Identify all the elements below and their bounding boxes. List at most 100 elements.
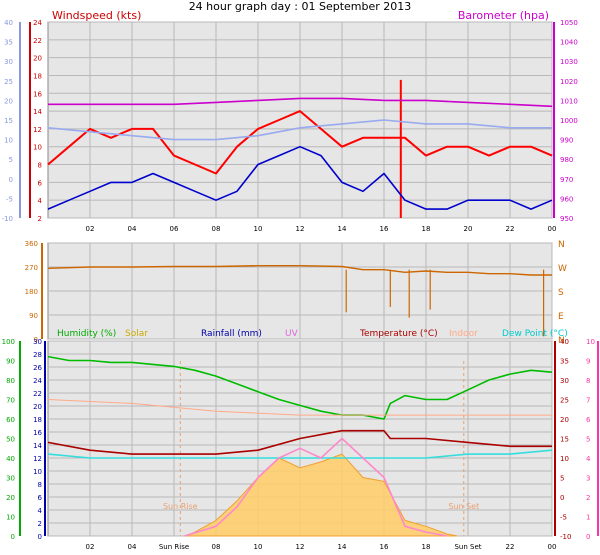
uv-tick-label: 7: [586, 397, 590, 405]
humidity-tick-label: 60: [6, 416, 15, 424]
rainfall-tick-label: 28: [33, 351, 42, 359]
humidity-tick-label: 40: [6, 455, 15, 463]
barometer-tick-label: 960: [560, 195, 573, 203]
compass-label: E: [558, 312, 564, 322]
environment-x-tick-label: 00: [548, 543, 557, 551]
humidity-tick-label: 70: [6, 397, 15, 405]
sun-event-label: Sun Set: [448, 502, 479, 511]
rainfall-tick-label: 30: [33, 338, 42, 346]
far-left-tick-label: 0: [9, 176, 13, 184]
rainfall-tick-label: 2: [38, 520, 42, 528]
windspeed-tick-label: 2: [38, 215, 42, 223]
windspeed-tick-label: 4: [38, 197, 43, 205]
environment-x-tick-label: 12: [296, 543, 305, 551]
series-line: [48, 97, 553, 108]
legend-entry: Rainfall (mm): [201, 329, 262, 339]
far-left-tick-label: 15: [4, 117, 13, 125]
page-title: 24 hour graph day : 01 September 2013: [189, 0, 412, 13]
wind-x-tick-label: 02: [86, 225, 95, 233]
legend-entry: UV: [285, 329, 299, 339]
legend-entry: Indoor: [449, 329, 478, 339]
humidity-tick-label: 30: [6, 475, 15, 483]
environment-x-tick-label: Sun Rise: [159, 543, 189, 551]
temperature-tick-label: 10: [560, 455, 569, 463]
rainfall-tick-label: 18: [33, 416, 42, 424]
series-line: [47, 355, 553, 420]
rainfall-tick-label: 24: [33, 377, 42, 385]
legend-entry: Humidity (%): [57, 329, 116, 339]
temperature-tick-label: 35: [560, 358, 569, 366]
compass-label: S: [558, 288, 564, 298]
barometer-title: Barometer (hpa): [458, 9, 549, 22]
windspeed-tick-label: 10: [33, 144, 42, 152]
humidity-tick-label: 80: [6, 377, 15, 385]
series-line: [47, 145, 553, 210]
uv-tick-label: 6: [586, 416, 591, 424]
sun-event-label: Sun Rise: [163, 502, 198, 511]
windspeed-tick-label: 22: [33, 37, 42, 45]
windspeed-tick-label: 18: [33, 72, 42, 80]
uv-tick-label: 4: [586, 455, 591, 463]
series-line: [47, 449, 553, 459]
humidity-tick-label: 10: [6, 514, 15, 522]
barometer-tick-label: 1010: [560, 97, 578, 105]
uv-tick-label: 1: [586, 514, 590, 522]
far-left-tick-label: 35: [4, 39, 13, 47]
rainfall-tick-label: 4: [38, 507, 43, 515]
windspeed-tick-label: 20: [33, 55, 42, 63]
rainfall-tick-label: 20: [33, 403, 42, 411]
environment-x-tick-label: 04: [128, 543, 137, 551]
legend-entry: Solar: [125, 329, 148, 339]
windspeed-title: Windspeed (kts): [52, 9, 141, 22]
series-line: [47, 119, 552, 141]
far-left-tick-label: 30: [4, 58, 13, 66]
far-left-tick-label: 20: [4, 97, 13, 105]
temperature-tick-label: 30: [560, 377, 569, 385]
temperature-tick-label: 40: [560, 338, 569, 346]
wind-x-tick-label: 10: [254, 225, 263, 233]
environment-x-tick-label: 18: [422, 543, 431, 551]
rainfall-tick-label: 14: [33, 442, 42, 450]
windspeed-tick-label: 6: [38, 179, 43, 187]
direction-tick-label: 0: [34, 336, 38, 344]
barometer-tick-label: 1040: [560, 39, 578, 47]
legend-entry: Temperature (°C): [359, 329, 438, 339]
direction-tick-label: 180: [25, 288, 38, 296]
wind-x-tick-label: 14: [338, 225, 347, 233]
wind-x-tick-label: 22: [506, 225, 515, 233]
wind-x-tick-label: 08: [212, 225, 221, 233]
uv-tick-label: 5: [586, 436, 590, 444]
barometer-tick-label: 1050: [560, 19, 578, 27]
barometer-tick-label: 970: [560, 176, 573, 184]
direction-tick-label: 360: [25, 240, 38, 248]
environment-x-tick-label: 02: [86, 543, 95, 551]
wind-x-tick-label: 18: [422, 225, 431, 233]
barometer-tick-label: 1000: [560, 117, 578, 125]
far-left-tick-label: -5: [6, 195, 13, 203]
uv-tick-label: 10: [586, 338, 595, 346]
wind-x-tick-label: 16: [380, 225, 389, 233]
temperature-tick-label: 5: [560, 475, 564, 483]
uv-tick-label: 9: [586, 358, 590, 366]
series-line: [47, 399, 552, 416]
uv-tick-label: 8: [586, 377, 590, 385]
environment-x-tick-label: Sun Set: [454, 543, 481, 551]
rainfall-tick-label: 16: [33, 429, 42, 437]
barometer-tick-label: 1030: [560, 58, 578, 66]
series-line: [47, 429, 552, 455]
rainfall-tick-label: 12: [33, 455, 42, 463]
far-left-tick-label: -10: [2, 215, 13, 223]
barometer-tick-label: 980: [560, 156, 573, 164]
compass-label: W: [558, 264, 567, 274]
humidity-tick-label: 100: [2, 338, 15, 346]
legend-entry: Dew Point (°C): [502, 329, 568, 339]
humidity-tick-label: 90: [6, 358, 15, 366]
series-line: [184, 437, 448, 537]
temperature-tick-label: 0: [560, 494, 564, 502]
windspeed-tick-label: 14: [33, 108, 42, 116]
compass-label: N: [558, 336, 565, 346]
rainfall-tick-label: 22: [33, 390, 42, 398]
wind-direction-line: [47, 265, 552, 276]
